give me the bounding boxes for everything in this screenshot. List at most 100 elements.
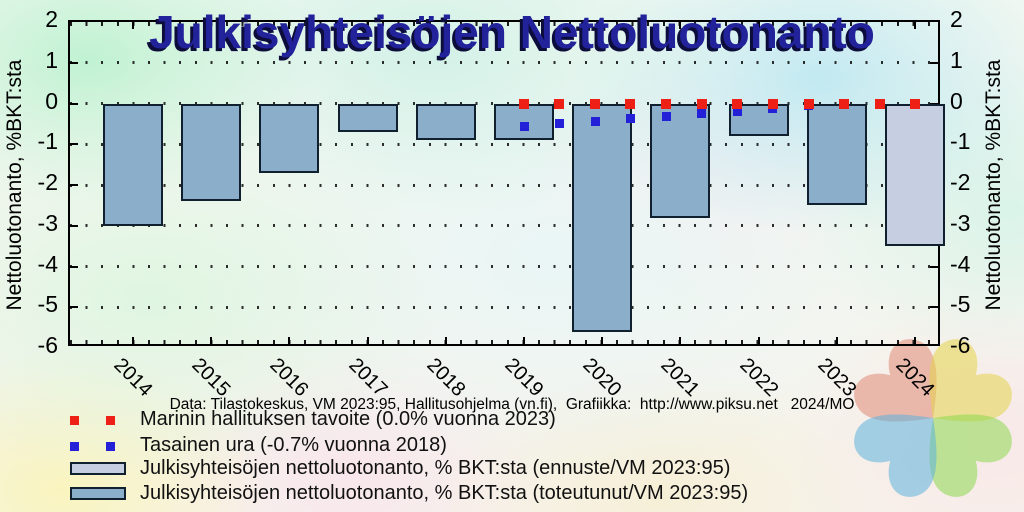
gridline-1 (70, 61, 938, 65)
xtick-bottom-2023 (835, 337, 838, 344)
plot-area (68, 20, 945, 346)
y-tick-label-left--2: -2 (37, 169, 58, 195)
point-tavoite-2 (590, 98, 601, 109)
xtick-top-2024 (914, 22, 916, 29)
point-tavoite-9 (838, 98, 849, 109)
x-tick-label-2015: 2015 (187, 354, 235, 402)
clover-watermark (854, 339, 1012, 497)
bar-2015 (181, 103, 242, 202)
legend-swatch-toteutunut (70, 482, 140, 505)
xtick-top-2022 (757, 22, 760, 29)
ytick-right-1 (930, 61, 938, 64)
y-tick-label-left-0: 0 (45, 87, 58, 114)
y-tick-label-right--6: -6 (950, 332, 971, 358)
y-tick-label-left--6: -6 (37, 332, 58, 358)
point-tavoite-1 (554, 98, 565, 109)
bar-2017 (337, 103, 398, 133)
y-tick-label-right--5: -5 (950, 291, 971, 318)
xtick-top-2020 (601, 22, 604, 29)
point-tavoite-8 (803, 98, 814, 109)
legend-row-toteutunut: Julkisyhteisöjen nettoluotonanto, % BKT:… (70, 482, 748, 505)
xtick-bottom-2024 (914, 337, 916, 344)
xtick-top-2018 (444, 22, 447, 29)
clover-petal-0 (854, 339, 937, 422)
xtick-bottom-2016 (288, 337, 291, 344)
point-tasainen-ura-0 (519, 121, 529, 131)
bar-2024 (885, 103, 945, 247)
xtick-bottom-2019 (523, 337, 525, 344)
point-tavoite-3 (625, 98, 636, 109)
point-tavoite-7 (767, 98, 778, 109)
y-tick-label-left--1: -1 (37, 128, 58, 155)
xtick-top-2016 (288, 22, 291, 29)
ytick-left-1 (70, 61, 78, 64)
y-tick-label-right-2: 2 (950, 6, 963, 32)
bar-2016 (259, 103, 320, 173)
y-tick-label-left--3: -3 (37, 209, 58, 236)
point-tavoite-5 (696, 98, 707, 109)
legend-label-toteutunut: Julkisyhteisöjen nettoluotonanto, % BKT:… (140, 482, 749, 504)
legend-label-tavoite: Marinin hallituksen tavoite (0.0% vuonna… (140, 408, 556, 430)
xtick-top-2015 (210, 22, 213, 29)
y-tick-label-right-0: 0 (950, 87, 963, 114)
point-tavoite-11 (910, 98, 920, 109)
bar-2021 (650, 103, 711, 218)
ytick-left--1 (70, 143, 78, 146)
legend-marker-blue-squares-icon (70, 434, 140, 456)
point-tasainen-ura-3 (625, 114, 635, 124)
y-tick-label-left--4: -4 (37, 250, 58, 277)
point-tavoite-10 (874, 98, 885, 109)
legend-swatch-ennuste (70, 457, 140, 480)
ytick-left--2 (70, 184, 78, 186)
x-tick-label-2017: 2017 (344, 354, 392, 402)
gridline--5 (70, 305, 938, 309)
bar-2014 (103, 103, 163, 226)
source-credit: Data: Tilastokeskus, VM 2023:95, Hallitu… (169, 396, 855, 413)
y-tick-label-right--3: -3 (950, 209, 971, 236)
minor-ticks-bottom (70, 340, 938, 344)
y-tick-label-left-2: 2 (45, 6, 58, 32)
chart-title: Julkisyhteisöjen Nettoluotonanto (149, 6, 875, 58)
point-tasainen-ura-2 (590, 116, 600, 126)
point-tavoite-6 (732, 98, 743, 109)
xtick-bottom-2021 (679, 337, 682, 344)
gridline--2 (70, 183, 938, 187)
legend-marker-red-squares-icon (70, 408, 140, 430)
x-tick-label-2019: 2019 (500, 354, 548, 402)
minor-ticks-top (70, 22, 938, 26)
point-tasainen-ura-5 (697, 109, 706, 119)
xtick-bottom-2017 (366, 337, 369, 344)
xtick-top-2023 (835, 22, 838, 29)
point-tasainen-ura-1 (554, 119, 564, 129)
legend-label-ennuste: Julkisyhteisöjen nettoluotonanto, % BKT:… (140, 457, 731, 479)
y-tick-label-left--5: -5 (37, 291, 58, 318)
point-tasainen-ura-6 (732, 106, 742, 116)
y-tick-label-right--1: -1 (950, 128, 971, 155)
legend-row-tavoite: Marinin hallituksen tavoite (0.0% vuonna… (70, 408, 556, 431)
xtick-bottom-2020 (601, 337, 604, 344)
clover-petal-3 (854, 414, 937, 497)
bar-2018 (415, 103, 476, 141)
point-tavoite-0 (519, 98, 529, 109)
clover-petal-1 (929, 339, 1012, 422)
bar-2023 (806, 103, 867, 206)
y-tick-label-left-1: 1 (45, 46, 58, 73)
ytick-left--4 (70, 265, 78, 268)
xtick-bottom-2014 (132, 337, 134, 344)
x-tick-label-2022: 2022 (735, 354, 783, 402)
y-tick-label-right-1: 1 (950, 46, 963, 73)
gridline--3 (70, 224, 938, 228)
xtick-bottom-2022 (757, 337, 760, 344)
x-tick-label-2021: 2021 (656, 354, 704, 402)
y-tick-label-right--2: -2 (950, 169, 971, 195)
xtick-top-2019 (523, 22, 525, 29)
legend-label-tasainen-ura: Tasainen ura (-0.7% vuonna 2018) (140, 434, 447, 456)
xtick-top-2017 (366, 22, 369, 29)
ytick-right--4 (930, 265, 938, 268)
legend-row-ennuste: Julkisyhteisöjen nettoluotonanto, % BKT:… (70, 457, 730, 480)
clover-petal-2 (929, 414, 1012, 497)
ytick-left-0 (70, 102, 78, 105)
xtick-top-2014 (132, 22, 134, 29)
x-tick-label-2014: 2014 (109, 354, 157, 402)
x-tick-label-2020: 2020 (578, 354, 626, 402)
